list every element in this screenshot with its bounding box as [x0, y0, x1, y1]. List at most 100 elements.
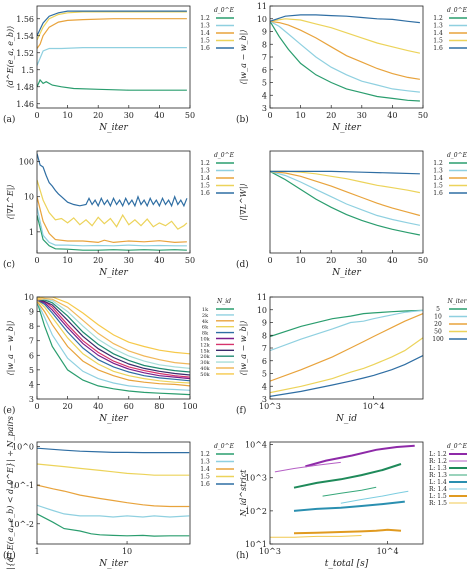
series-line-4: [37, 179, 188, 230]
legend-label: 1.6: [433, 190, 443, 197]
y-tick-label: 1.56: [16, 15, 34, 24]
series-line-5: [37, 10, 187, 36]
series-line-1: [270, 309, 423, 338]
y-axis-label: ⟨|∇L^W|⟩: [239, 183, 248, 220]
series-line-12: [37, 297, 190, 355]
legend-label: L: 1.2: [429, 451, 447, 458]
series-line-5: [270, 355, 423, 397]
panel-label: (a): [3, 114, 15, 125]
legend-title: d_0^E: [447, 443, 468, 450]
y-tick-label: 5: [29, 366, 34, 375]
y-tick-label: 1.5: [21, 66, 34, 75]
legend-label: 1.4: [200, 175, 210, 182]
series-line-5: [270, 14, 420, 24]
panel-label: (c): [3, 259, 15, 270]
x-tick-label: 20: [326, 256, 336, 265]
x-tick-label: 10^3: [259, 402, 281, 411]
legend-label: 1.2: [200, 451, 210, 458]
y-tick-label: 6: [262, 66, 267, 75]
y-tick-label: 8: [29, 322, 34, 331]
legend-label: 1.4: [433, 175, 443, 182]
x-tick-label: 20: [63, 402, 73, 411]
y-tick-label: 10^-1: [9, 481, 34, 490]
legend-label: 1.2: [200, 160, 210, 167]
legend-label: 15k: [200, 348, 210, 354]
y-tick-label: 10^0: [12, 442, 34, 451]
legend-label: 1.2: [200, 15, 210, 22]
series-line-5: [37, 299, 190, 382]
legend-label: 1k: [202, 307, 209, 313]
x-tick-label: 50: [418, 111, 428, 120]
x-tick-label: 40: [93, 402, 103, 411]
legend-label: 1.6: [200, 481, 210, 488]
series-line-3: [293, 463, 402, 489]
series-line-2: [270, 309, 423, 352]
y-tick-label: 1: [29, 228, 34, 237]
x-tick-label: 0: [267, 111, 272, 120]
chart-panel-5: 0 20 40 60 80 100 3 4 5 6 7 8 9 10 N_iter ⟨|w_a − w_b|⟩…: [3, 293, 234, 424]
series-line-4: [322, 486, 377, 497]
x-tick-label: 20: [326, 111, 336, 120]
x-axis-label: N_iter: [331, 268, 361, 278]
series-line-2: [270, 170, 421, 226]
y-tick-label: 10^-2: [9, 520, 34, 529]
y-tick-label: 5: [262, 79, 267, 88]
series-line-2: [37, 504, 190, 518]
legend-label: R: 1.5: [429, 500, 447, 507]
series-line-1: [37, 513, 190, 537]
legend-label: R: 1.3: [429, 472, 447, 479]
legend-label: 1.5: [200, 38, 210, 45]
x-tick-label: 30: [124, 256, 134, 265]
x-axis-label: N_id: [335, 414, 357, 424]
legend-title: d_0^E: [214, 7, 235, 14]
legend-label: 1.4: [433, 30, 443, 37]
legend-label: 1.4: [200, 466, 210, 473]
series-line-1: [270, 20, 420, 102]
y-tick-label: 5: [262, 370, 267, 379]
x-tick-label: 10^4: [363, 402, 385, 411]
x-axis-label: N_iter: [98, 123, 128, 133]
x-tick-label: 20: [93, 256, 103, 265]
chart-panel-4: 0 10 20 30 40 50N_iter⟨|∇L^W|⟩(d)d_0^E1.21.31…: [236, 150, 468, 278]
panel-label: (b): [236, 114, 249, 125]
y-tick-label: 10: [24, 293, 34, 302]
y-tick-label: 3: [262, 395, 267, 404]
legend-label: 1.6: [433, 45, 443, 52]
y-tick-label: 10: [257, 15, 267, 24]
y-tick-label: 10: [257, 306, 267, 315]
x-tick-label: 20: [93, 111, 103, 120]
legend-label: R: 1.2: [429, 458, 447, 465]
y-axis-label: ⟨|w_a − w_b|⟩: [239, 29, 248, 84]
series-line-2: [270, 20, 420, 93]
legend-label: 1.3: [433, 168, 443, 175]
series-line-7: [293, 528, 402, 535]
y-tick-label: 7: [262, 53, 267, 62]
x-tick-label: 40: [154, 256, 164, 265]
series-line-6: [37, 299, 190, 380]
legend-label: 20: [434, 321, 442, 328]
y-tick-label: 9: [262, 319, 267, 328]
panel-label: (h): [236, 550, 249, 561]
chart-panel-7: 1 10 10^-2 10^-1 10^0 N_iter |{d^E(e_a, e_b) <…: [3, 416, 235, 570]
legend-label: 40k: [200, 366, 210, 372]
y-tick-label: 4: [29, 380, 34, 389]
series-line-8: [270, 535, 362, 538]
x-tick-label: 10: [63, 256, 73, 265]
series-line-4: [37, 299, 190, 384]
legend-label: 100: [432, 336, 444, 343]
y-tick-label: 1.52: [16, 49, 34, 58]
plot-frame: [269, 296, 424, 400]
y-axis-label: ⟨d^E(e_a, e_b)⟩: [6, 26, 15, 89]
series-line-3: [270, 20, 420, 80]
y-tick-label: 1.54: [16, 32, 34, 41]
series-line-2: [37, 47, 187, 66]
x-tick-label: 10^4: [377, 547, 399, 556]
series-line-8: [37, 299, 190, 376]
y-axis-label: N_id^strict: [239, 469, 248, 518]
y-axis-label: ⟨|∇L^E|⟩: [6, 184, 15, 219]
legend-title: d_0^E: [214, 152, 235, 159]
legend-label: 50k: [200, 372, 210, 378]
series-line-3: [37, 18, 187, 49]
legend-title: d_0^E: [447, 7, 468, 14]
plot-frame: [36, 296, 191, 400]
